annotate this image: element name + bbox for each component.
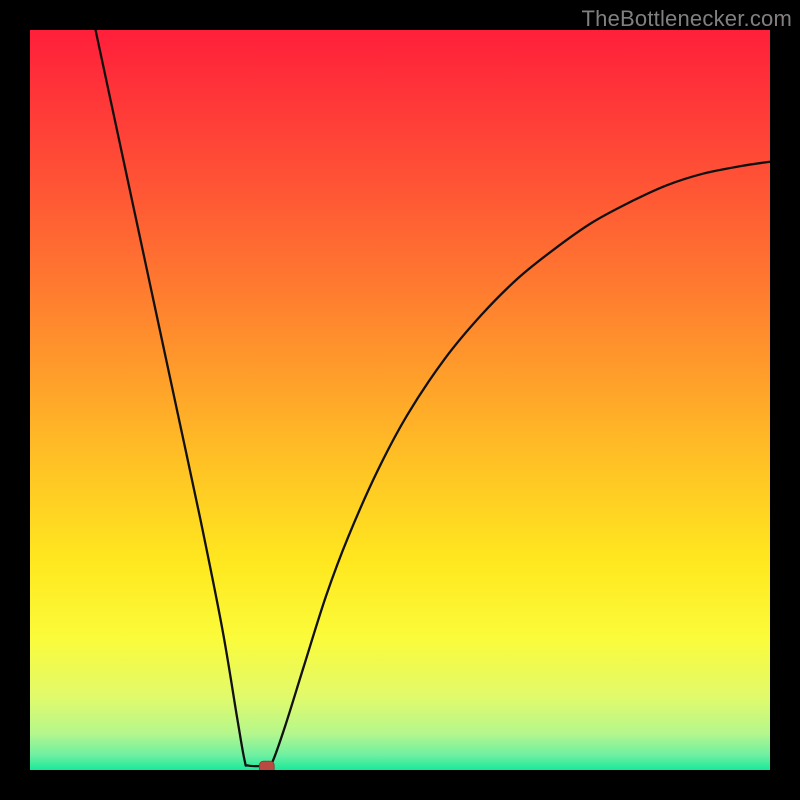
plot-area	[30, 30, 770, 770]
watermark-text: TheBottlenecker.com	[582, 6, 792, 32]
curve-layer	[30, 30, 770, 770]
bottleneck-curve	[89, 30, 770, 766]
curve-marker-icon	[259, 761, 274, 770]
chart-container: TheBottlenecker.com	[0, 0, 800, 800]
